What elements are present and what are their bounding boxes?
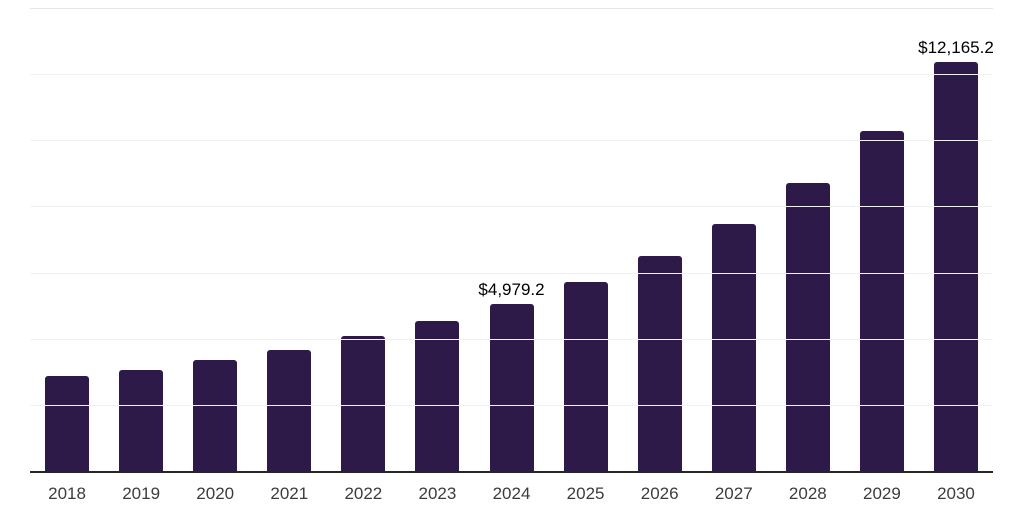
x-tick-2019: 2019 [122, 484, 161, 503]
x-tick-2024: 2024 [492, 484, 531, 503]
bar-slot-2021 [252, 8, 326, 471]
value-label-2030: $12,165.2 [918, 38, 994, 58]
x-tick-2030: 2030 [937, 484, 975, 503]
x-tick-2018: 2018 [48, 484, 86, 503]
bar-2030 [933, 62, 978, 471]
bar-slot-2029 [845, 8, 919, 471]
x-tick-2028: 2028 [788, 484, 827, 503]
x-tick-2025: 2025 [566, 484, 605, 503]
bar-2019 [119, 370, 164, 471]
bar-2022 [341, 336, 386, 471]
bar-2018 [45, 375, 90, 471]
bar-2024 [489, 303, 534, 471]
bar-slot-2024: $4,979.2 [474, 8, 548, 471]
bar-slot-2018 [30, 8, 104, 471]
x-tick-2023: 2023 [418, 484, 457, 503]
x-tick-2027: 2027 [714, 484, 753, 503]
bar-series: $4,979.2 $12,165.2 [30, 8, 994, 471]
bar-slot-2026 [623, 8, 697, 471]
x-tick-2021: 2021 [270, 484, 309, 503]
bar-2023 [415, 321, 460, 471]
bar-2027 [711, 223, 756, 471]
bar-slot-2023 [400, 8, 474, 471]
bar-slot-2025 [549, 8, 623, 471]
bar-2028 [785, 182, 830, 471]
bar-2029 [859, 131, 904, 471]
x-tick-2026: 2026 [640, 484, 679, 503]
bar-slot-2019 [104, 8, 178, 471]
value-label-2024: $4,979.2 [478, 279, 545, 299]
bar-slot-2028 [771, 8, 845, 471]
bar-slot-2022 [326, 8, 400, 471]
bar-2021 [267, 350, 312, 471]
x-axis-line [30, 471, 993, 473]
bar-slot-2020 [178, 8, 252, 471]
bar-2020 [193, 360, 238, 471]
bar-2026 [637, 256, 682, 471]
plot-area: $4,979.2 $12,165.2 [30, 8, 994, 471]
x-tick-2022: 2022 [344, 484, 383, 503]
x-tick-2029: 2029 [862, 484, 901, 503]
bar-2025 [563, 281, 608, 471]
x-axis-tick-labels: 2018 2019 2020 2021 2022 2023 2024 2025 2026 2027… [30, 484, 993, 504]
bar-slot-2030: $12,165.2 [918, 8, 994, 471]
x-tick-2020: 2020 [196, 484, 235, 503]
bar-slot-2027 [697, 8, 771, 471]
